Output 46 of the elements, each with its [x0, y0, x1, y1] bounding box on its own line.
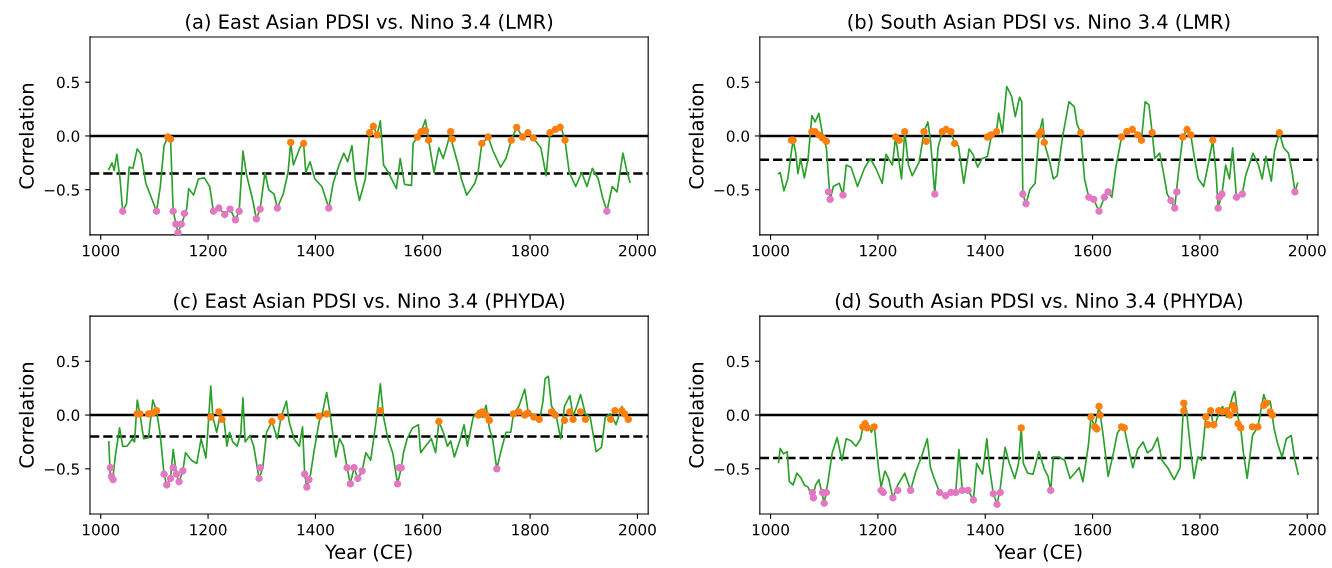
- chart-title: (b) South Asian PDSI vs. Nino 3.4 (LMR): [848, 13, 1230, 32]
- y-tick-label: 0.5: [726, 355, 749, 368]
- x-tick-label: 1200: [860, 244, 897, 257]
- y-tick-label: 0.0: [726, 130, 750, 142]
- y-tick-label: 0.5: [726, 76, 749, 89]
- x-tick-label: 1600: [1074, 523, 1112, 536]
- y-tick-label: 0.0: [726, 409, 750, 422]
- x-tick-label: 1200: [190, 523, 227, 536]
- x-tick-label: 1800: [1182, 523, 1219, 536]
- y-tick-label: 0.0: [56, 409, 80, 422]
- x-tick-label: 2000: [1288, 523, 1326, 536]
- x-tick-label: 1400: [967, 244, 1004, 257]
- x-tick-label: 1600: [1074, 244, 1112, 257]
- x-tick-label: 1400: [297, 244, 334, 257]
- x-tick-label: 1800: [512, 523, 549, 536]
- x-tick-label: 1600: [405, 523, 442, 536]
- x-axis-title: Year (CE): [324, 544, 412, 562]
- y-axis-title: Correlation: [18, 363, 34, 468]
- x-tick-label: 1200: [190, 244, 227, 257]
- chart-title: (d) South Asian PDSI vs. Nino 3.4 (PHYDA): [835, 292, 1242, 311]
- x-tick-label: 1000: [82, 244, 120, 257]
- chart-title: (a) East Asian PDSI vs. Nino 3.4 (LMR): [186, 13, 553, 32]
- x-tick-label: 1600: [405, 244, 442, 257]
- y-tick-label: 0.0: [56, 130, 80, 142]
- x-tick-label: 2000: [1288, 244, 1326, 257]
- x-tick-label: 1800: [1182, 244, 1219, 257]
- y-tick-label: 0.5: [56, 355, 79, 368]
- chart-title: (c) East Asian PDSI vs. Nino 3.4 (PHYDA): [174, 292, 565, 311]
- x-tick-label: 1200: [860, 523, 897, 536]
- x-tick-label: 1000: [752, 244, 789, 257]
- y-axis-title: Correlation: [18, 84, 34, 189]
- x-tick-label: 1400: [967, 523, 1004, 536]
- y-axis-title: Correlation: [688, 363, 704, 468]
- x-tick-label: 2000: [619, 523, 656, 536]
- y-tick-label: −0.5: [714, 184, 749, 196]
- x-tick-label: 1000: [752, 523, 789, 536]
- y-axis-title: Correlation: [688, 84, 704, 189]
- x-tick-label: 2000: [619, 244, 656, 257]
- y-tick-label: −0.5: [714, 463, 749, 475]
- y-tick-label: −0.5: [44, 463, 79, 475]
- x-tick-label: 1000: [82, 523, 120, 536]
- x-tick-label: 1800: [512, 244, 549, 257]
- x-axis-title: Year (CE): [994, 544, 1082, 562]
- y-tick-label: 0.5: [56, 76, 79, 89]
- y-tick-label: −0.5: [44, 184, 79, 196]
- x-tick-label: 1400: [297, 523, 334, 536]
